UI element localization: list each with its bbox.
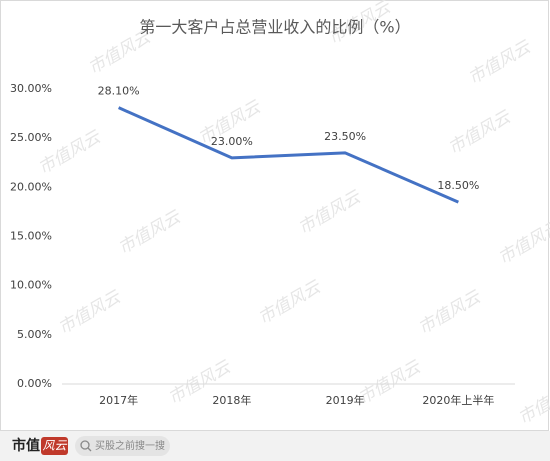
x-tick-label: 2019年 [326,393,365,407]
x-tick-label: 2020年上半年 [422,393,494,407]
x-tick-label: 2018年 [212,393,251,407]
y-tick-label: 5.00% [17,328,52,341]
search-box[interactable] [75,436,170,456]
x-tick-label: 2017年 [99,393,138,407]
footer-logo-accent: 风云 [42,439,67,453]
data-label: 23.50% [324,130,366,143]
search-text: 买股之前搜一搜 [95,439,165,452]
data-label: 28.10% [98,85,140,98]
y-tick-label: 25.00% [10,131,52,144]
search-icon-handle [87,447,92,452]
y-tick-label: 30.00% [10,82,52,95]
search-icon [80,440,90,450]
y-tick-label: 0.00% [17,377,52,390]
data-label: 18.50% [437,179,479,192]
footer-logo: 市值 [12,437,40,454]
y-tick-label: 20.00% [10,180,52,193]
chart-title: 第一大客户占总营业收入的比例（%） [139,18,410,37]
data-label: 23.00% [211,135,253,148]
logo-badge [41,437,68,455]
y-tick-label: 15.00% [10,230,52,243]
chart-border [0,0,549,431]
data-line [118,106,459,204]
y-tick-label: 10.00% [10,279,52,292]
